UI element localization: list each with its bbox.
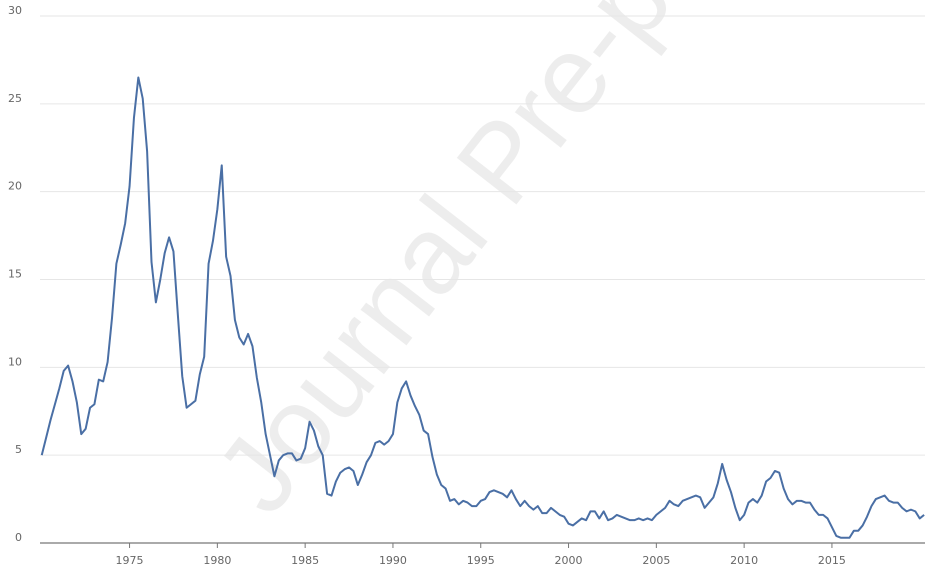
- y-tick-label: 5: [15, 443, 22, 456]
- y-tick-label: 10: [8, 355, 22, 368]
- x-tick-label: 2000: [555, 554, 583, 567]
- x-tick-label: 1985: [291, 554, 319, 567]
- x-tick-label: 1980: [203, 554, 231, 567]
- x-tick-label: 1975: [116, 554, 144, 567]
- y-tick-label: 20: [8, 180, 22, 193]
- y-tick-label: 0: [15, 531, 22, 544]
- x-tick-label: 2015: [818, 554, 846, 567]
- x-tick-label: 2010: [730, 554, 758, 567]
- y-tick-label: 15: [8, 268, 22, 281]
- y-tick-label: 25: [8, 92, 22, 105]
- x-tick-label: 1995: [467, 554, 495, 567]
- data-line: [40, 76, 925, 539]
- x-tick-label: 1990: [379, 554, 407, 567]
- x-tick-label: 2005: [642, 554, 670, 567]
- y-tick-label: 30: [8, 4, 22, 17]
